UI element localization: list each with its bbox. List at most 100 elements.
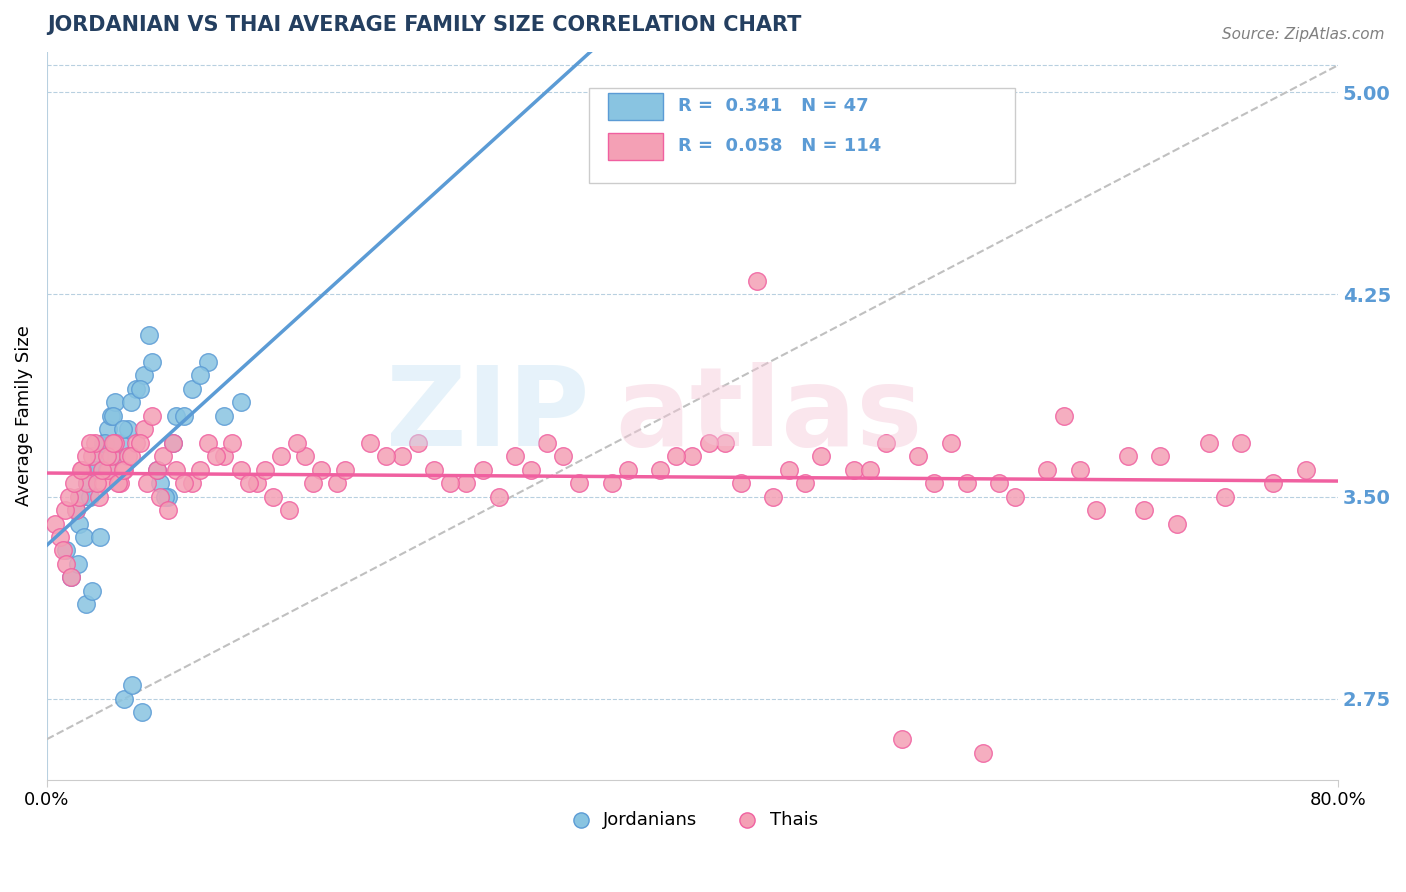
Y-axis label: Average Family Size: Average Family Size	[15, 326, 32, 506]
Point	[988, 476, 1011, 491]
Point	[842, 462, 865, 476]
Point	[697, 435, 720, 450]
Point	[65, 503, 87, 517]
Point	[80, 583, 103, 598]
Point	[94, 435, 117, 450]
Point	[488, 490, 510, 504]
Point	[188, 368, 211, 383]
Point	[730, 476, 752, 491]
Point	[859, 462, 882, 476]
Point	[214, 409, 236, 423]
Text: R =  0.058   N = 114: R = 0.058 N = 114	[678, 137, 882, 155]
Point	[120, 449, 142, 463]
Point	[112, 462, 135, 476]
Point	[503, 449, 526, 463]
Point	[76, 476, 98, 491]
Point	[165, 462, 187, 476]
Point	[67, 490, 90, 504]
Point	[90, 462, 112, 476]
Point	[214, 449, 236, 463]
Point	[972, 746, 994, 760]
Point	[129, 435, 152, 450]
Point	[1116, 449, 1139, 463]
Point	[145, 462, 167, 476]
Point	[73, 530, 96, 544]
Point	[84, 462, 107, 476]
Point	[302, 476, 325, 491]
Point	[439, 476, 461, 491]
Point	[104, 395, 127, 409]
Point	[65, 503, 87, 517]
Point	[221, 435, 243, 450]
Point	[75, 598, 97, 612]
Point	[173, 409, 195, 423]
Point	[246, 476, 269, 491]
Point	[617, 462, 640, 476]
Point	[112, 691, 135, 706]
Legend: Jordanians, Thais: Jordanians, Thais	[560, 804, 825, 836]
Point	[145, 462, 167, 476]
Point	[97, 422, 120, 436]
Point	[1230, 435, 1253, 450]
Point	[124, 382, 146, 396]
Point	[253, 462, 276, 476]
Point	[75, 449, 97, 463]
Point	[956, 476, 979, 491]
Point	[1213, 490, 1236, 504]
Point	[1036, 462, 1059, 476]
Point	[326, 476, 349, 491]
Point	[120, 395, 142, 409]
Point	[101, 435, 124, 450]
Point	[58, 490, 80, 504]
Point	[600, 476, 623, 491]
Point	[1069, 462, 1091, 476]
Point	[80, 449, 103, 463]
Point	[1149, 449, 1171, 463]
Point	[939, 435, 962, 450]
Point	[162, 435, 184, 450]
Point	[141, 409, 163, 423]
Point	[229, 395, 252, 409]
Point	[188, 462, 211, 476]
Point	[205, 449, 228, 463]
Point	[44, 516, 66, 531]
Point	[101, 409, 124, 423]
Point	[149, 476, 172, 491]
Point	[53, 503, 76, 517]
Point	[536, 435, 558, 450]
Point	[121, 678, 143, 692]
Point	[391, 449, 413, 463]
Point	[149, 490, 172, 504]
Point	[165, 409, 187, 423]
Point	[63, 476, 86, 491]
Point	[84, 435, 107, 450]
Point	[138, 327, 160, 342]
Point	[97, 462, 120, 476]
Point	[60, 570, 83, 584]
Point	[124, 435, 146, 450]
Point	[104, 435, 127, 450]
Point	[648, 462, 671, 476]
Point	[285, 435, 308, 450]
Point	[471, 462, 494, 476]
Point	[93, 476, 115, 491]
Point	[86, 476, 108, 491]
Point	[87, 449, 110, 463]
Point	[794, 476, 817, 491]
Point	[309, 462, 332, 476]
Point	[69, 490, 91, 504]
Text: R =  0.341   N = 47: R = 0.341 N = 47	[678, 97, 869, 115]
Point	[131, 705, 153, 719]
Point	[117, 422, 139, 436]
Point	[55, 557, 77, 571]
Point	[456, 476, 478, 491]
Text: atlas: atlas	[614, 362, 922, 469]
Point	[745, 274, 768, 288]
Text: Source: ZipAtlas.com: Source: ZipAtlas.com	[1222, 27, 1385, 42]
Point	[79, 490, 101, 504]
Point	[1052, 409, 1074, 423]
Point	[96, 462, 118, 476]
Point	[681, 449, 703, 463]
Point	[1133, 503, 1156, 517]
Point	[1166, 516, 1188, 531]
